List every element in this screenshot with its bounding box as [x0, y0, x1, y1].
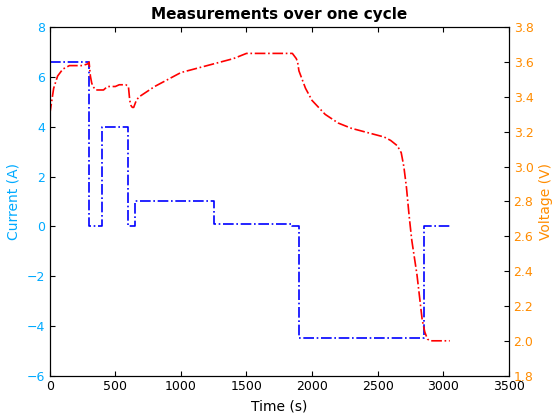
- Y-axis label: Voltage (V): Voltage (V): [539, 163, 553, 240]
- Y-axis label: Current (A): Current (A): [7, 163, 21, 240]
- Title: Measurements over one cycle: Measurements over one cycle: [151, 7, 407, 22]
- X-axis label: Time (s): Time (s): [251, 399, 307, 413]
